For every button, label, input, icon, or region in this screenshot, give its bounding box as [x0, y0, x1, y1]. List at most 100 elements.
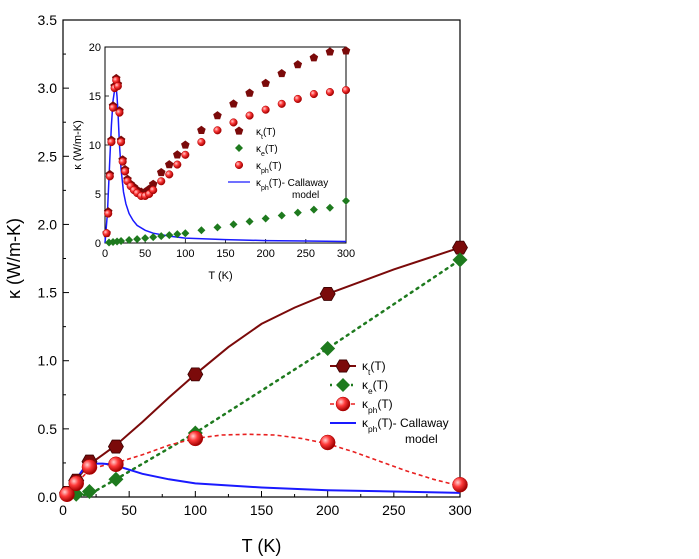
- main-point-kph: [187, 430, 204, 447]
- main-y-axis-label: κ (W/m-K): [4, 218, 24, 299]
- inset-x-tick-label: 150: [216, 248, 234, 260]
- inset-point-kt: [309, 53, 319, 62]
- main-legend-label-kph: κph(T): [362, 397, 393, 415]
- inset-point-kt: [164, 160, 174, 169]
- inset-point-kph: [181, 150, 190, 159]
- main-point-kph: [108, 456, 124, 473]
- inset-point-ke: [181, 229, 190, 238]
- inset-legend-label-callaway: κph(T)- Callaway: [256, 178, 328, 192]
- inset-point-kph: [293, 94, 302, 103]
- main-plot: 0 50 100 150 200 250 3000.00.51.01.52.02.53.03…: [4, 12, 472, 556]
- inset-point-kph: [261, 105, 270, 114]
- inset-legend-label-ke: κe(T): [256, 144, 278, 158]
- inset-point-ke: [277, 211, 286, 220]
- main-point-kph: [452, 476, 468, 493]
- inset-point-kph: [117, 138, 126, 147]
- inset-point-ke: [197, 226, 206, 235]
- main-point-kph: [319, 434, 336, 451]
- inset-point-ke: [157, 232, 166, 241]
- inset-legend-marker-ke: [235, 144, 243, 152]
- inset-point-kph: [115, 108, 124, 117]
- inset-point-kph: [197, 138, 206, 147]
- inset-point-ke: [342, 196, 350, 205]
- main-point-ke: [81, 484, 97, 500]
- inset-point-ke: [293, 208, 302, 217]
- inset-legend-label-kph: κph(T): [256, 161, 282, 175]
- main-point-kt: [187, 367, 204, 382]
- inset-point-ke: [229, 220, 238, 229]
- inset-y-tick-label: 5: [95, 189, 101, 201]
- inset-plot-frame: [104, 46, 347, 244]
- inset-point-kt: [325, 47, 335, 56]
- main-point-kph: [68, 475, 84, 492]
- main-point-kt: [452, 240, 468, 255]
- inset-point-kph: [108, 103, 118, 112]
- inset-point-kph: [229, 118, 238, 127]
- inset-y-tick-label: 15: [89, 91, 101, 103]
- inset-point-kph: [105, 172, 114, 181]
- inset-point-kph: [341, 86, 351, 95]
- inset-point-ke: [173, 230, 182, 239]
- inset-point-ke: [133, 235, 142, 244]
- inset-point-kt: [277, 68, 287, 78]
- inset-point-kph: [157, 177, 166, 186]
- inset-x-tick-label: 0: [102, 248, 108, 260]
- inset-point-kt: [173, 150, 182, 159]
- main-x-tick-label: 150: [250, 502, 274, 518]
- main-y-tick-label: 1.5: [38, 285, 58, 301]
- inset-point-kph: [149, 186, 158, 195]
- main-y-tick-label: 3.5: [38, 12, 58, 28]
- inset-point-kt: [156, 167, 166, 177]
- inset-y-tick-label: 10: [89, 140, 101, 152]
- main-point-ke: [108, 471, 124, 487]
- inset-point-kph: [173, 160, 182, 169]
- main-y-tick-label: 0.5: [38, 421, 58, 437]
- main-x-tick-label: 250: [382, 502, 406, 518]
- main-x-tick-label: 50: [121, 502, 137, 518]
- inset-legend-label-model: model: [292, 190, 319, 201]
- main-legend-marker-ke: [336, 378, 350, 392]
- inset-point-kph: [213, 126, 222, 135]
- inset-point-ke: [309, 205, 318, 214]
- main-y-tick-label: 1.0: [38, 353, 58, 369]
- inset-point-kt: [197, 125, 206, 134]
- inset-point-kt: [341, 46, 351, 55]
- inset-point-ke: [325, 203, 334, 212]
- inset-y-tick-label: 20: [89, 42, 101, 54]
- main-x-axis-label: T (K): [242, 536, 282, 556]
- main-legend-marker-kph: [335, 396, 351, 412]
- inset-point-kph: [107, 138, 116, 147]
- inset-point-kt: [213, 111, 222, 120]
- inset-point-ke: [245, 217, 254, 226]
- main-series-line-ke: [61, 258, 462, 499]
- main-legend-label-kt: κt(T): [362, 359, 386, 377]
- inset-series-line-callaway: [104, 83, 347, 244]
- inset-point-kph: [309, 89, 318, 99]
- inset-point-ke: [213, 223, 222, 232]
- inset-x-axis-label: T (K): [208, 270, 232, 282]
- inset-point-ke: [141, 234, 150, 243]
- main-x-tick-label: 300: [448, 502, 472, 518]
- main-legend-label-ke: κe(T): [362, 378, 388, 396]
- main-point-kph: [81, 459, 98, 475]
- main-series-line-kt: [62, 246, 461, 498]
- main-legend-label-callaway: κph(T)- Callaway: [362, 416, 449, 434]
- inset-x-tick-label: 250: [297, 248, 315, 260]
- inset-point-kt: [148, 179, 158, 188]
- inset-legend-marker-kph: [234, 160, 244, 170]
- inset-point-kt: [245, 88, 254, 97]
- inset-point-kph: [121, 167, 130, 176]
- inset-point-kt: [261, 78, 270, 87]
- inset-point-kt: [181, 140, 190, 149]
- main-y-tick-label: 2.5: [38, 148, 58, 164]
- inset-legend-marker-kt: [234, 126, 244, 135]
- main-point-ke: [452, 252, 468, 268]
- inset-point-kph: [165, 170, 174, 179]
- inset-x-tick-label: 50: [139, 248, 151, 260]
- inset-point-kph: [277, 99, 286, 108]
- inset-x-tick-label: 100: [176, 248, 194, 260]
- inset-point-kph: [118, 157, 127, 166]
- inset-point-ke: [165, 231, 174, 240]
- inset-point-kt: [293, 60, 303, 69]
- inset-x-tick-label: 300: [337, 248, 355, 260]
